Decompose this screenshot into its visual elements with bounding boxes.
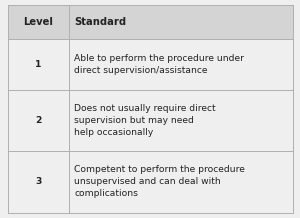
Text: Does not usually require direct
supervision but may need
help occasionally: Does not usually require direct supervis… — [74, 104, 216, 137]
Text: Standard: Standard — [74, 17, 127, 27]
Bar — [8, 39, 292, 90]
Bar — [8, 5, 292, 39]
Text: 2: 2 — [35, 116, 41, 125]
Text: Competent to perform the procedure
unsupervised and can deal with
complications: Competent to perform the procedure unsup… — [74, 165, 245, 199]
Text: 3: 3 — [35, 177, 41, 186]
Bar — [8, 90, 292, 151]
Text: Level: Level — [23, 17, 53, 27]
Bar — [8, 151, 292, 213]
Text: Able to perform the procedure under
direct supervision/assistance: Able to perform the procedure under dire… — [74, 54, 244, 75]
Text: 1: 1 — [35, 60, 41, 69]
